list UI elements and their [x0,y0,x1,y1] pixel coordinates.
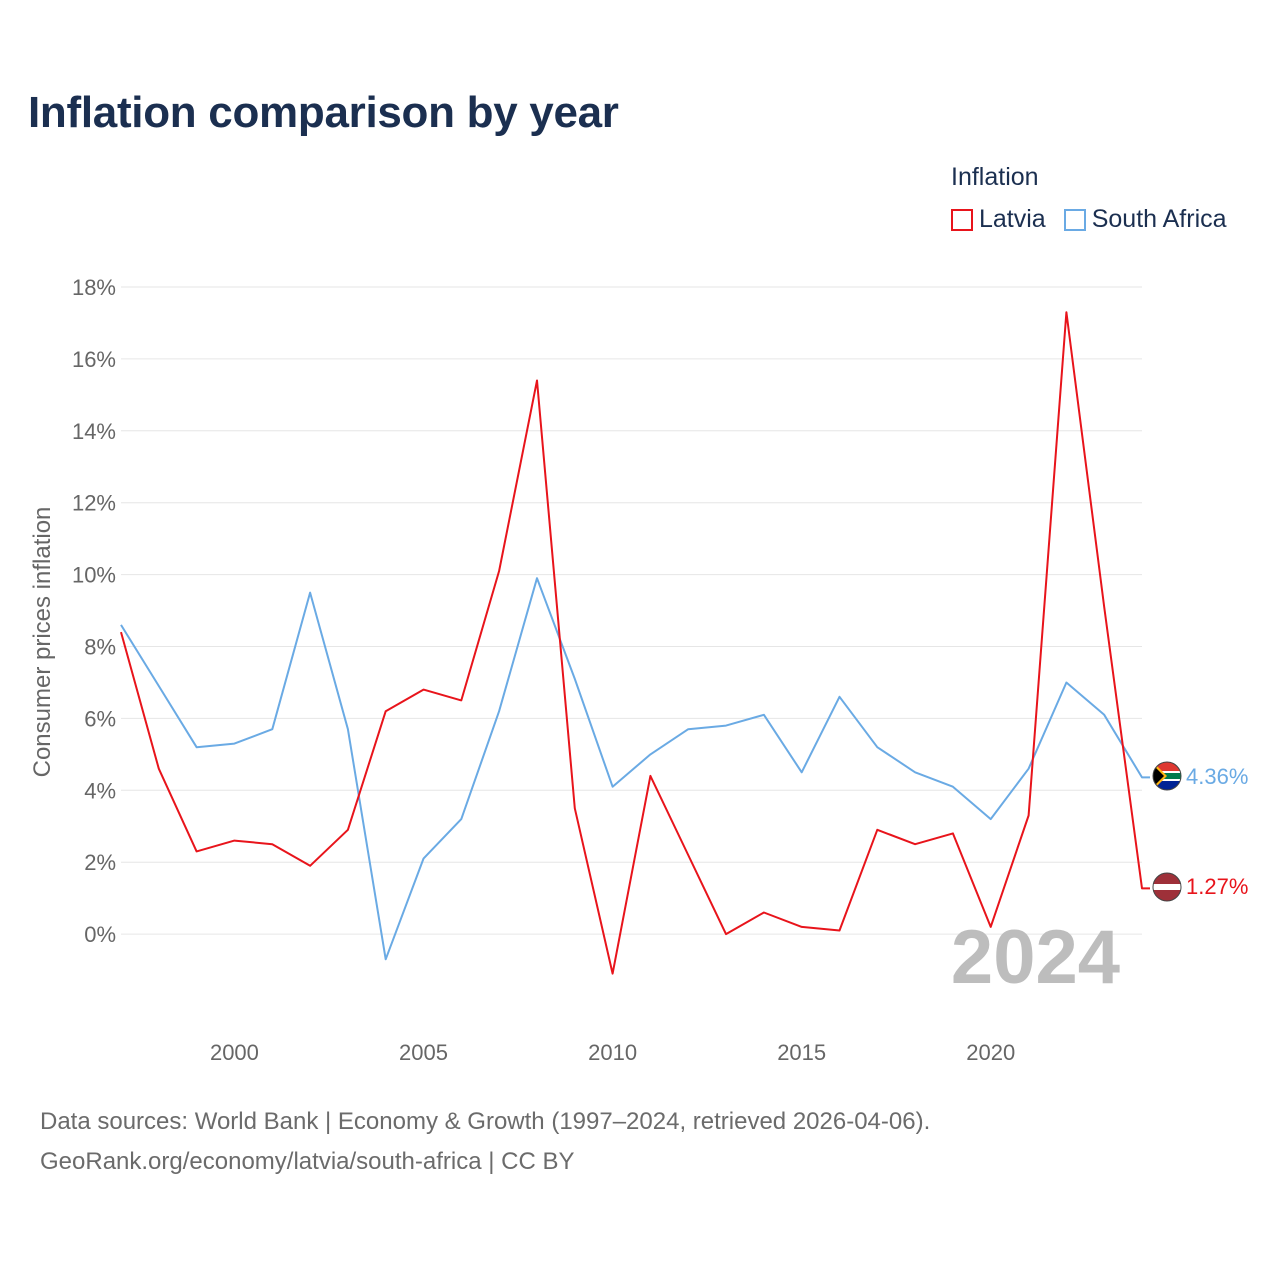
x-tick-label: 2000 [210,1040,259,1065]
legend-label-south-africa: South Africa [1091,205,1227,233]
legend-title: Inflation [951,163,1039,191]
footer-link[interactable]: GeoRank.org/economy/latvia/south-africa … [40,1148,575,1175]
y-tick-label: 14% [72,419,116,444]
series-line-south-africa[interactable] [120,577,1150,961]
latvia-end-label: 1.27% [1186,874,1248,899]
legend-item-latvia[interactable]: Latvia [951,205,1046,234]
x-tick-label: 2010 [588,1040,637,1065]
x-tick-label: 2020 [966,1040,1015,1065]
y-axis-label: Consumer prices inflation [29,507,56,778]
series-lines [120,311,1150,975]
x-axis-ticks: 2000 2005 2010 2015 2020 [210,1040,1015,1065]
y-tick-label: 6% [84,706,116,731]
y-tick-label: 10% [72,563,116,588]
south-africa-flag-icon [1153,762,1181,790]
year-watermark: 2024 [951,915,1120,1000]
x-tick-label: 2005 [399,1040,448,1065]
y-tick-label: 16% [72,347,116,372]
chart-title: Inflation comparison by year [28,88,619,137]
y-tick-label: 12% [72,491,116,516]
south-africa-end-label: 4.36% [1186,764,1248,789]
footer-sources: Data sources: World Bank | Economy & Gro… [40,1108,931,1135]
y-tick-label: 18% [72,275,116,300]
y-tick-label: 0% [84,922,116,947]
legend: Latvia South Africa [951,205,1245,234]
x-tick-label: 2015 [777,1040,826,1065]
series-line-latvia[interactable] [120,311,1150,975]
legend-swatch-south-africa [1063,208,1086,231]
latvia-flag-icon [1153,873,1181,901]
gridlines [121,286,1142,935]
y-tick-label: 4% [84,778,116,803]
legend-label-latvia: Latvia [979,205,1046,233]
y-tick-label: 8% [84,635,116,660]
legend-swatch-latvia [951,208,973,231]
y-axis-ticks: 0% 2% 4% 6% 8% 10% 12% 14% 16% 18% [72,275,116,947]
y-tick-label: 2% [84,850,116,875]
legend-item-south-africa[interactable]: South Africa [1063,205,1227,234]
